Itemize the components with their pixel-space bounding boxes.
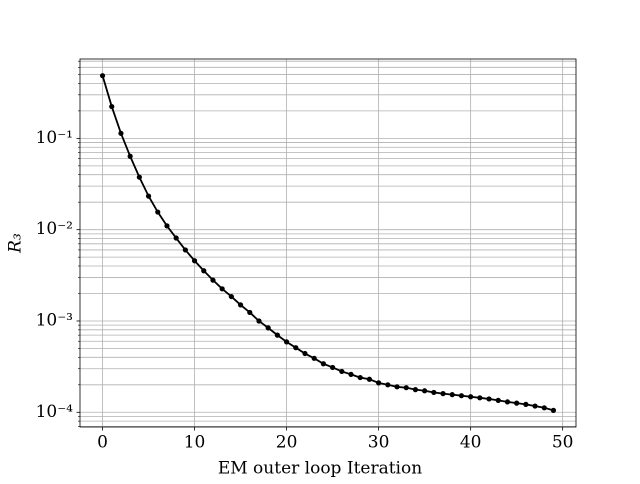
- marker: [127, 153, 133, 159]
- x-tick-label: 10: [184, 433, 206, 453]
- marker: [173, 235, 179, 241]
- marker: [201, 268, 207, 274]
- marker: [348, 371, 354, 377]
- marker: [99, 73, 106, 79]
- x-tick-label: 40: [460, 433, 482, 453]
- x-tick-label: 30: [368, 433, 390, 453]
- marker: [155, 209, 161, 215]
- marker: [210, 277, 216, 283]
- marker: [109, 103, 115, 110]
- marker: [274, 332, 280, 338]
- marker: [320, 361, 326, 367]
- marker: [468, 394, 474, 400]
- marker: [376, 380, 382, 386]
- x-axis-label: EM outer loop Iteration: [218, 459, 422, 479]
- marker: [541, 405, 547, 411]
- marker: [385, 382, 391, 388]
- marker: [219, 286, 225, 292]
- marker: [366, 376, 373, 382]
- marker: [311, 355, 317, 361]
- marker: [514, 400, 520, 406]
- marker: [228, 293, 234, 300]
- marker: [182, 247, 188, 253]
- marker: [394, 384, 400, 390]
- marker: [191, 258, 198, 264]
- marker: [440, 391, 446, 397]
- marker: [523, 401, 529, 408]
- y-axis-label: R₃: [6, 233, 26, 254]
- marker: [118, 130, 124, 136]
- marker: [145, 193, 152, 199]
- marker: [504, 399, 511, 405]
- marker: [477, 395, 483, 401]
- marker: [403, 385, 409, 391]
- marker: [247, 309, 253, 316]
- plot-frame: [79, 58, 577, 428]
- marker: [283, 339, 290, 345]
- y-tick-label: 10⁻¹: [36, 128, 73, 148]
- x-tick-label: 0: [97, 433, 108, 453]
- marker: [357, 374, 363, 381]
- marker: [330, 364, 336, 371]
- marker: [237, 302, 244, 308]
- marker: [256, 318, 262, 324]
- marker: [164, 223, 170, 229]
- marker: [136, 174, 142, 180]
- marker: [449, 392, 455, 398]
- marker: [550, 407, 557, 413]
- marker: [486, 396, 492, 402]
- marker: [532, 403, 538, 409]
- y-tick-label: 10⁻³: [36, 310, 73, 330]
- marker: [265, 325, 271, 331]
- marker: [422, 388, 428, 394]
- x-tick-label: 20: [276, 433, 298, 453]
- marker: [302, 350, 308, 357]
- marker: [293, 345, 299, 351]
- y-tick-label: 10⁻²: [36, 219, 73, 239]
- marker: [495, 397, 501, 403]
- y-tick-label: 10⁻⁴: [36, 402, 74, 422]
- x-tick-label: 50: [552, 433, 574, 453]
- marker: [412, 387, 419, 393]
- marker: [431, 389, 437, 396]
- marker: [458, 393, 465, 399]
- marker: [339, 368, 345, 375]
